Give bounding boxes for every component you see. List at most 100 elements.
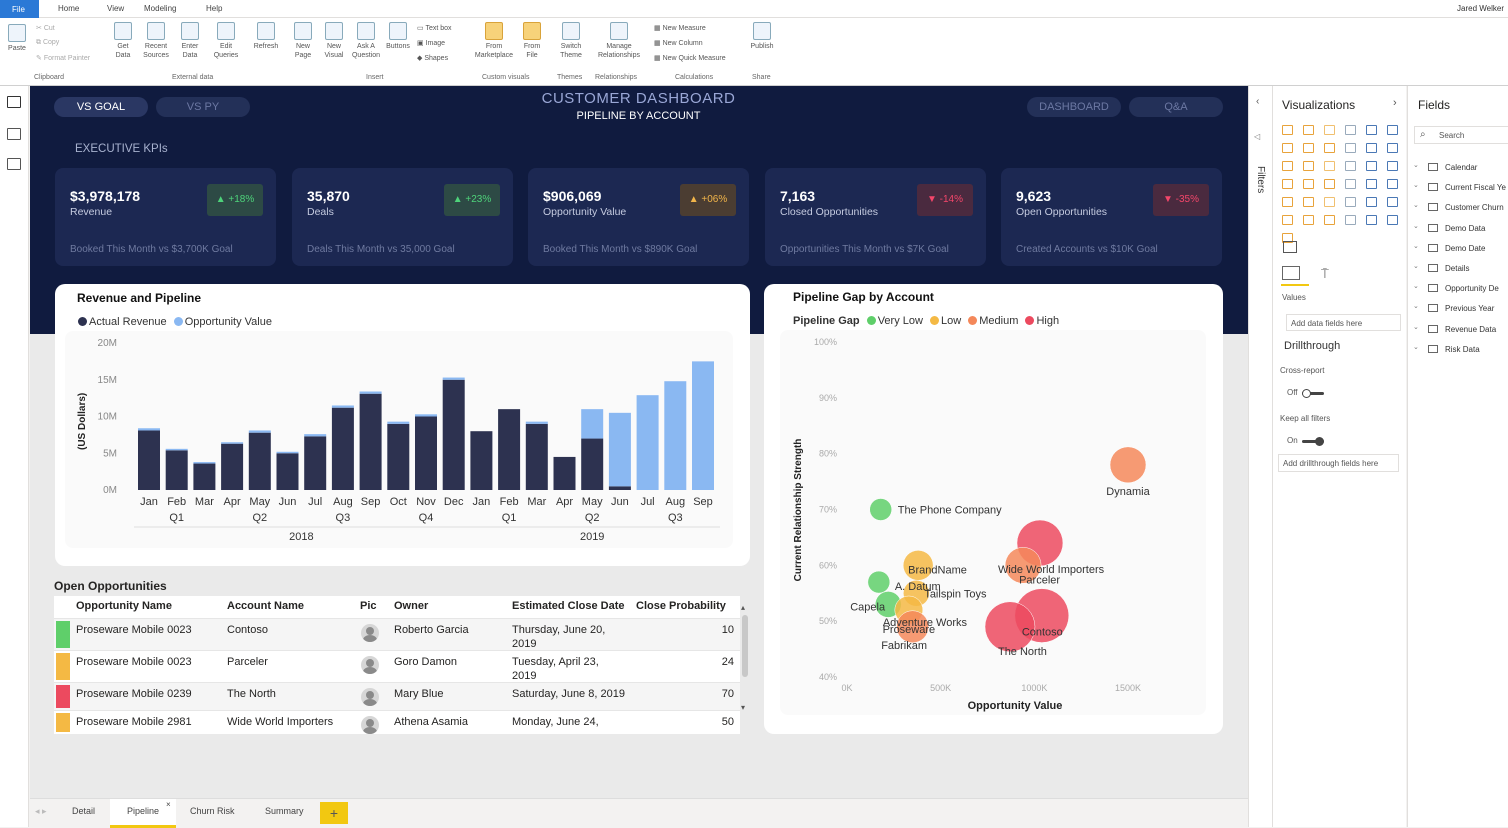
tab-file[interactable]: File (0, 0, 39, 18)
new-measure-button[interactable]: ▦ New Measure (654, 25, 706, 32)
page-tab-churn-risk[interactable]: Churn Risk (190, 806, 235, 816)
visual-type-icon[interactable] (1324, 125, 1335, 135)
revenue-chart-card[interactable]: Revenue and Pipeline Actual Revenue Oppo… (55, 284, 750, 566)
visual-type-icon[interactable] (1282, 179, 1293, 189)
pipeline-gap-scatter[interactable]: 40% 50% 60% 70% 80% 90% 100% 0K 500K 1000K 1500K Op… (764, 284, 1223, 734)
visual-type-icon[interactable] (1387, 197, 1398, 207)
visual-type-icon[interactable] (1345, 125, 1356, 135)
new-column-button[interactable]: ▦ New Column (654, 40, 703, 47)
from-marketplace-button[interactable]: From Marketplace (472, 22, 516, 60)
visual-type-icon[interactable] (1345, 197, 1356, 207)
col-header-probability[interactable]: Close Probability (636, 600, 726, 612)
filters-pane-collapsed[interactable]: ‹ ◁ Filters (1248, 86, 1272, 827)
model-view-icon[interactable] (7, 158, 21, 170)
field-table-item[interactable]: Calendar (1445, 163, 1478, 172)
scroll-up-icon[interactable]: ▴ (741, 603, 746, 612)
visual-type-icon[interactable] (1366, 215, 1377, 225)
new-quick-measure-button[interactable]: ▦ New Quick Measure (654, 55, 726, 62)
tab-view[interactable]: View (107, 4, 125, 13)
visual-type-icon[interactable] (1366, 197, 1377, 207)
collapse-left-icon[interactable]: ‹ (1256, 96, 1260, 107)
page-tab-pipeline[interactable]: Pipeline × (110, 799, 176, 828)
visual-type-icon[interactable] (1366, 143, 1377, 153)
publish-button[interactable]: Publish (748, 22, 776, 51)
expand-right-icon[interactable]: › (1393, 97, 1397, 109)
chevron-down-icon[interactable]: ⌄ (1413, 222, 1419, 230)
table-row[interactable]: Proseware Mobile 0023 Contoso Roberto Ga… (54, 618, 740, 650)
visual-type-icon[interactable] (1387, 215, 1398, 225)
visual-type-icon[interactable] (1282, 197, 1293, 207)
kpi-card-opportunity-value[interactable]: $906,069 Opportunity Value ▲ +06% Booked… (528, 168, 749, 266)
chevron-down-icon[interactable]: ⌄ (1413, 263, 1419, 270)
scrollbar-thumb[interactable] (742, 615, 748, 677)
chevron-down-icon[interactable]: ⌄ (1413, 182, 1419, 190)
table-scrollbar[interactable]: ▴ ▾ (741, 603, 749, 718)
scroll-down-icon[interactable]: ▾ (741, 703, 746, 712)
cut-button[interactable]: ✂ Cut (36, 25, 55, 32)
tab-modeling[interactable]: Modeling (144, 4, 177, 13)
col-header-close-date[interactable]: Estimated Close Date (512, 600, 625, 612)
table-row[interactable]: Proseware Mobile 2981 Wide World Importe… (54, 710, 740, 734)
visual-type-icon[interactable] (1345, 215, 1356, 225)
paste-button[interactable]: Paste (6, 24, 28, 53)
recent-sources-button[interactable]: Recent Sources (140, 22, 172, 60)
field-table-item[interactable]: Customer Churn (1445, 203, 1504, 213)
add-data-fields-well[interactable]: Add data fields here (1286, 314, 1401, 331)
kpi-card-deals[interactable]: 35,870 Deals ▲ +23% Deals This Month vs … (292, 168, 513, 266)
dashboard-button[interactable]: DASHBOARD (1027, 97, 1121, 117)
fields-tab-icon[interactable] (1282, 266, 1300, 280)
chevron-down-icon[interactable]: ⌄ (1413, 323, 1419, 331)
field-table-item[interactable]: Risk Data (1445, 344, 1480, 354)
chevron-down-icon[interactable]: ⌄ (1413, 162, 1419, 169)
add-drillthrough-fields-well[interactable]: Add drillthrough fields here (1278, 454, 1399, 472)
get-data-button[interactable]: Get Data (110, 22, 136, 60)
add-page-button[interactable]: + (320, 802, 348, 824)
visual-type-icon[interactable] (1282, 233, 1293, 243)
data-view-icon[interactable] (7, 128, 21, 140)
tab-vs-py[interactable]: VS PY (156, 97, 250, 117)
new-page-button[interactable]: New Page (290, 22, 316, 60)
pipeline-gap-legend[interactable]: Pipeline Gap Very Low Low Medium High (793, 315, 1059, 327)
keep-filters-toggle[interactable] (1302, 437, 1324, 446)
visual-type-icon[interactable] (1324, 197, 1335, 207)
tab-vs-goal[interactable]: VS GOAL (54, 97, 148, 117)
visual-type-icon[interactable] (1387, 179, 1398, 189)
field-table-item[interactable]: Demo Data (1445, 223, 1486, 233)
visual-type-icon[interactable] (1366, 161, 1377, 171)
visual-type-icon[interactable] (1324, 179, 1335, 189)
edit-queries-button[interactable]: Edit Queries (210, 22, 242, 60)
custom-visual-icon[interactable] (1283, 241, 1297, 253)
visual-type-icon[interactable] (1324, 143, 1335, 153)
cross-report-toggle[interactable] (1302, 389, 1324, 398)
visual-type-icon[interactable] (1303, 161, 1314, 171)
visual-type-icon[interactable] (1303, 197, 1314, 207)
prev-page-icon[interactable]: ◂ ▸ (35, 806, 47, 816)
visual-type-icon[interactable] (1282, 143, 1293, 153)
visual-type-icon[interactable] (1324, 161, 1335, 171)
format-paint-roller-icon[interactable]: ⍑ (1321, 266, 1329, 281)
visual-type-icon[interactable] (1303, 125, 1314, 135)
table-row[interactable]: Proseware Mobile 0023 Parceler Goro Damo… (54, 650, 740, 682)
col-header-opportunity[interactable]: Opportunity Name (76, 600, 172, 612)
text-box-button[interactable]: ▭ Text box (417, 25, 452, 32)
tab-home[interactable]: Home (58, 4, 80, 13)
visual-type-icon[interactable] (1345, 143, 1356, 153)
visual-type-icon[interactable] (1303, 179, 1314, 189)
chevron-down-icon[interactable]: ⌄ (1413, 303, 1419, 311)
table-row[interactable]: Proseware Mobile 0239 The North Mary Blu… (54, 682, 740, 710)
filters-label[interactable]: Filters (1255, 166, 1266, 194)
ask-question-button[interactable]: Ask A Question (351, 22, 381, 60)
qa-button[interactable]: Q&A (1129, 97, 1223, 117)
field-table-item[interactable]: Current Fiscal Ye (1445, 183, 1506, 193)
visual-type-icon[interactable] (1282, 161, 1293, 171)
visual-type-icon[interactable] (1282, 125, 1293, 135)
copy-button[interactable]: ⧉ Copy (36, 39, 60, 46)
chevron-down-icon[interactable]: ⌄ (1413, 202, 1419, 210)
fields-search-box[interactable]: ⌕ Search (1414, 126, 1508, 144)
new-visual-button[interactable]: New Visual (321, 22, 347, 60)
kpi-card-open-opportunities[interactable]: 9,623 Open Opportunities ▼ -35% Created … (1001, 168, 1222, 266)
field-table-item[interactable]: Previous Year (1445, 304, 1495, 314)
user-name[interactable]: Jared Welker (1457, 4, 1504, 13)
col-header-owner[interactable]: Owner (394, 600, 429, 612)
col-header-account[interactable]: Account Name (227, 600, 305, 612)
